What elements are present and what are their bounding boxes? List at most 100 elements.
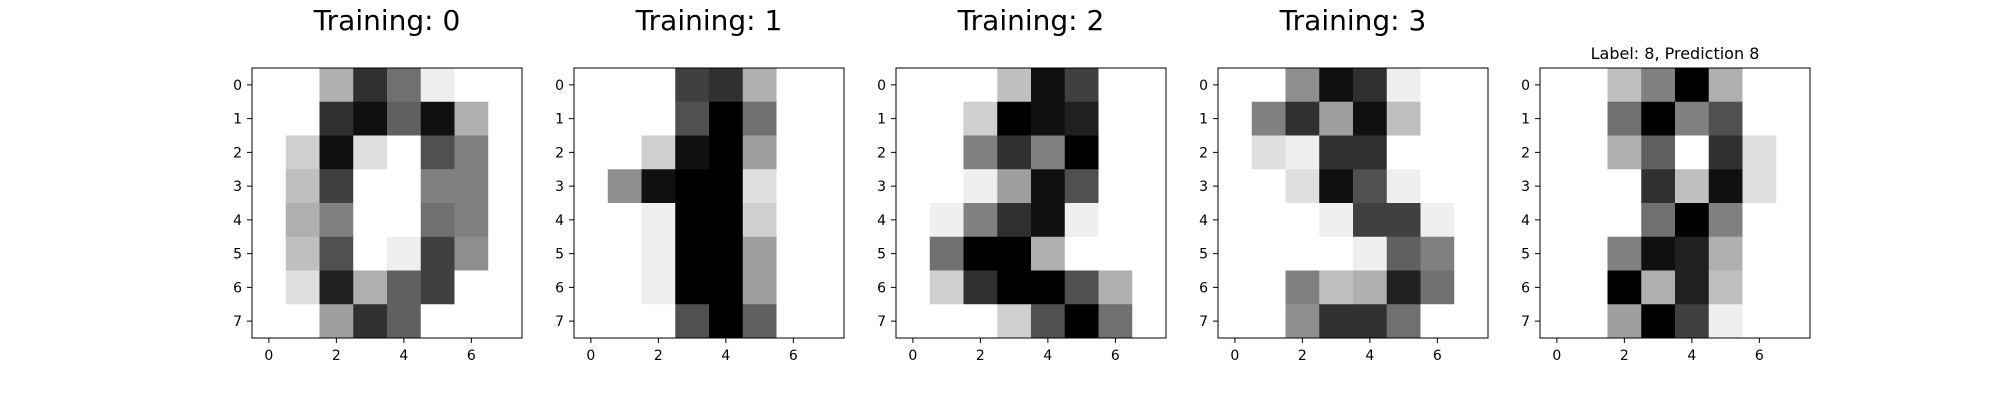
pixel-cell bbox=[1641, 203, 1676, 238]
pixel-cell bbox=[1064, 270, 1099, 305]
x-tick-label: 2 bbox=[1620, 348, 1629, 364]
pixel-cell bbox=[810, 236, 845, 271]
pixel-cell bbox=[1064, 169, 1099, 204]
pixel-cell bbox=[1098, 68, 1133, 103]
pixel-cell bbox=[1218, 101, 1253, 136]
pixel-cell bbox=[675, 304, 710, 339]
pixel-cell bbox=[1573, 169, 1608, 204]
pixel-cell bbox=[1420, 203, 1455, 238]
pixel-cell bbox=[810, 304, 845, 339]
x-tick-label: 2 bbox=[654, 348, 663, 364]
subplot-panels: Training: 0 0 2 4 6 0 1 2 3 4 5 6 7 Training: 1 0 2 4 6 0 1… bbox=[233, 4, 1811, 364]
y-tick-label: 1 bbox=[233, 112, 242, 128]
pixel-cell bbox=[1098, 304, 1133, 339]
pixel-cell bbox=[252, 203, 287, 238]
pixel-cell bbox=[1454, 101, 1489, 136]
x-tick-label: 4 bbox=[1043, 348, 1052, 364]
pixel-cell bbox=[1285, 236, 1320, 271]
y-tick-label: 1 bbox=[877, 112, 886, 128]
pixel-cell bbox=[1776, 68, 1811, 103]
x-tick-label: 6 bbox=[467, 348, 476, 364]
pixel-cell bbox=[1064, 135, 1099, 170]
pixel-cell bbox=[810, 135, 845, 170]
pixel-cell bbox=[420, 169, 455, 204]
pixel-cell bbox=[1641, 236, 1676, 271]
pixel-cell bbox=[1319, 135, 1354, 170]
pixel-cell bbox=[574, 236, 609, 271]
pixel-cell bbox=[1540, 203, 1575, 238]
y-tick-label: 7 bbox=[555, 314, 564, 330]
pixel-cell bbox=[1285, 304, 1320, 339]
pixel-cell bbox=[607, 169, 642, 204]
x-tick-label: 2 bbox=[1298, 348, 1307, 364]
pixel-cell bbox=[1353, 304, 1388, 339]
digit-panel-0: Training: 0 0 2 4 6 0 1 2 3 4 5 6 7 bbox=[233, 4, 523, 364]
pixel-cell bbox=[997, 203, 1032, 238]
pixel-cell bbox=[1319, 270, 1354, 305]
x-tick-label: 0 bbox=[586, 348, 595, 364]
y-tick-label: 1 bbox=[555, 112, 564, 128]
pixel-cell bbox=[420, 101, 455, 136]
x-tick-label: 4 bbox=[1687, 348, 1696, 364]
y-tick-label: 5 bbox=[233, 247, 242, 263]
pixel-cell bbox=[1218, 270, 1253, 305]
pixel-cell bbox=[1607, 68, 1642, 103]
pixel-cell bbox=[1607, 203, 1642, 238]
pixel-cell bbox=[1285, 135, 1320, 170]
pixel-cell bbox=[709, 101, 744, 136]
pixel-cell bbox=[709, 203, 744, 238]
pixel-cell bbox=[1607, 135, 1642, 170]
pixel-cell bbox=[252, 304, 287, 339]
pixel-cell bbox=[607, 68, 642, 103]
pixel-cell bbox=[353, 135, 388, 170]
pixel-cell bbox=[1319, 236, 1354, 271]
pixel-cell bbox=[1031, 68, 1066, 103]
pixel-cell bbox=[1218, 203, 1253, 238]
y-tick-label: 6 bbox=[1521, 280, 1530, 296]
pixel-cell bbox=[1031, 169, 1066, 204]
pixel-cell bbox=[285, 135, 320, 170]
pixel-cell bbox=[896, 270, 931, 305]
pixel-cell bbox=[607, 236, 642, 271]
pixel-cell bbox=[353, 101, 388, 136]
pixel-cell bbox=[1776, 169, 1811, 204]
y-tick-label: 2 bbox=[1521, 145, 1530, 161]
pixel-cell bbox=[1454, 270, 1489, 305]
pixel-cell bbox=[963, 304, 998, 339]
pixel-cell bbox=[997, 304, 1032, 339]
pixel-cell bbox=[810, 203, 845, 238]
pixel-cell bbox=[1132, 270, 1167, 305]
y-tick-label: 6 bbox=[877, 280, 886, 296]
pixel-cell bbox=[1708, 304, 1743, 339]
pixel-cell bbox=[896, 135, 931, 170]
pixel-cell bbox=[1386, 236, 1421, 271]
pixel-cell bbox=[776, 101, 811, 136]
pixel-cell bbox=[1607, 169, 1642, 204]
pixel-cell bbox=[1251, 236, 1286, 271]
y-tick-label: 4 bbox=[233, 213, 242, 229]
pixel-cell bbox=[1319, 203, 1354, 238]
pixel-cell bbox=[420, 236, 455, 271]
pixel-cell bbox=[1218, 304, 1253, 339]
pixel-cell bbox=[1607, 270, 1642, 305]
pixel-cell bbox=[285, 68, 320, 103]
pixel-cell bbox=[1607, 236, 1642, 271]
pixel-cell bbox=[1454, 68, 1489, 103]
y-tick-label: 3 bbox=[233, 179, 242, 195]
pixel-cell bbox=[1454, 304, 1489, 339]
pixel-cell bbox=[997, 135, 1032, 170]
pixel-cell bbox=[454, 68, 489, 103]
pixel-cell bbox=[1353, 236, 1388, 271]
pixel-cell bbox=[742, 169, 777, 204]
y-tick-label: 1 bbox=[1199, 112, 1208, 128]
pixel-cell bbox=[1031, 135, 1066, 170]
pixel-cell bbox=[1708, 169, 1743, 204]
pixel-cell bbox=[1319, 68, 1354, 103]
panel-title: Training: 2 bbox=[957, 4, 1105, 37]
pixel-cell bbox=[1319, 101, 1354, 136]
pixel-cell bbox=[488, 101, 523, 136]
pixel-cell bbox=[319, 169, 354, 204]
pixel-cell bbox=[1420, 68, 1455, 103]
pixel-cell bbox=[285, 101, 320, 136]
x-tick-label: 2 bbox=[332, 348, 341, 364]
